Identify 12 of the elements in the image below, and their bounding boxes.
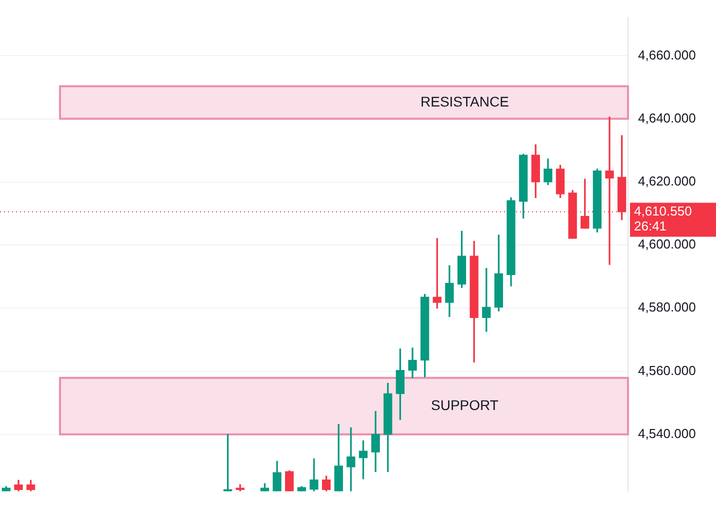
y-tick-label: 4,580.000: [638, 300, 696, 315]
band-label: SUPPORT: [431, 397, 499, 414]
y-tick-label: 4,560.000: [638, 362, 696, 378]
y-tick-label: 4,640.000: [638, 110, 696, 126]
y-tick-label: 4,660.000: [638, 47, 696, 62]
ref-line-label: 4,610.550: [634, 203, 692, 218]
y-tick-label: 4,620.000: [638, 173, 696, 188]
y-tick-label: 4,540.000: [638, 426, 696, 441]
text: 26:41: [634, 218, 667, 234]
band-label: RESISTANCE: [420, 93, 509, 110]
y-tick-label: 4,600.000: [638, 236, 696, 252]
candlestick: [346, 427, 356, 492]
